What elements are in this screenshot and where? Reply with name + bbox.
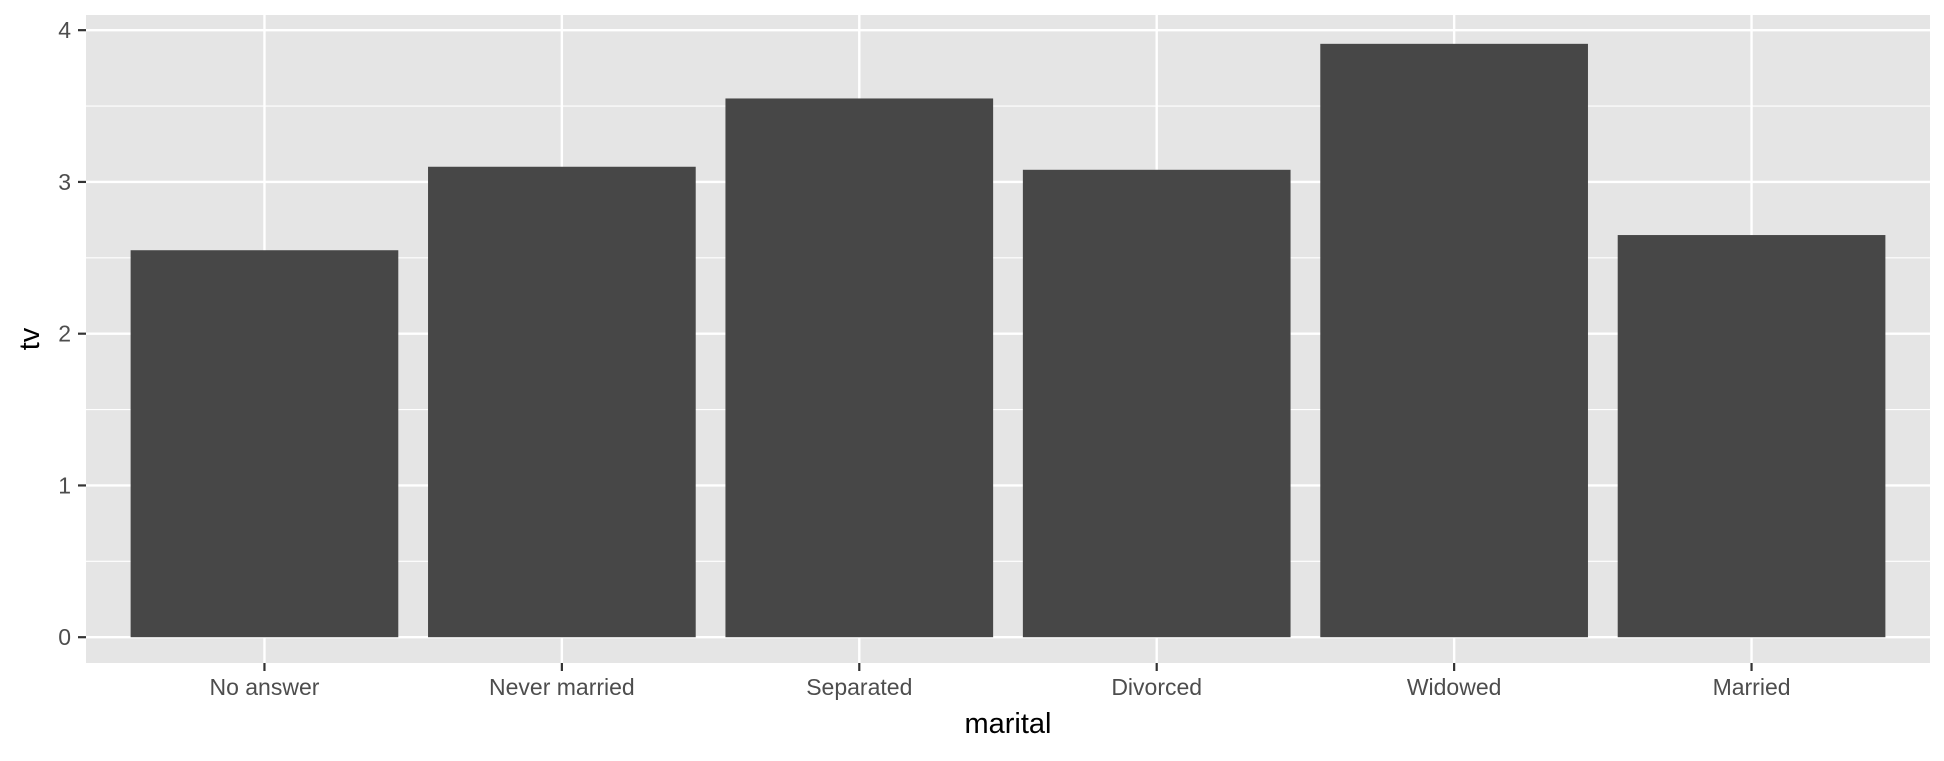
y-tick-label: 1 <box>58 472 71 498</box>
x-tick-label: Married <box>1713 674 1791 700</box>
bar-no-answer <box>130 250 399 638</box>
x-axis: No answer Never married Separated Divorced W… <box>209 663 1791 700</box>
y-tick-label: 4 <box>58 17 71 43</box>
y-axis: 0 1 2 3 4 <box>58 17 86 650</box>
x-tick-label: Divorced <box>1111 674 1202 700</box>
bar-never-married <box>428 166 696 638</box>
y-axis-title: tv <box>14 327 46 350</box>
x-axis-title: marital <box>964 708 1051 740</box>
x-tick-label: Separated <box>806 674 912 700</box>
y-tick-label: 3 <box>58 169 71 195</box>
x-tick-label: Widowed <box>1407 674 1502 700</box>
bar-widowed <box>1320 43 1588 638</box>
bars <box>130 43 1886 638</box>
x-tick-label: No answer <box>209 674 319 700</box>
bar-divorced <box>1022 169 1291 638</box>
bar-married <box>1617 235 1886 638</box>
bar-separated <box>725 98 994 638</box>
x-tick-label: Never married <box>489 674 635 700</box>
y-tick-label: 2 <box>58 321 71 347</box>
y-tick-label: 0 <box>58 624 71 650</box>
